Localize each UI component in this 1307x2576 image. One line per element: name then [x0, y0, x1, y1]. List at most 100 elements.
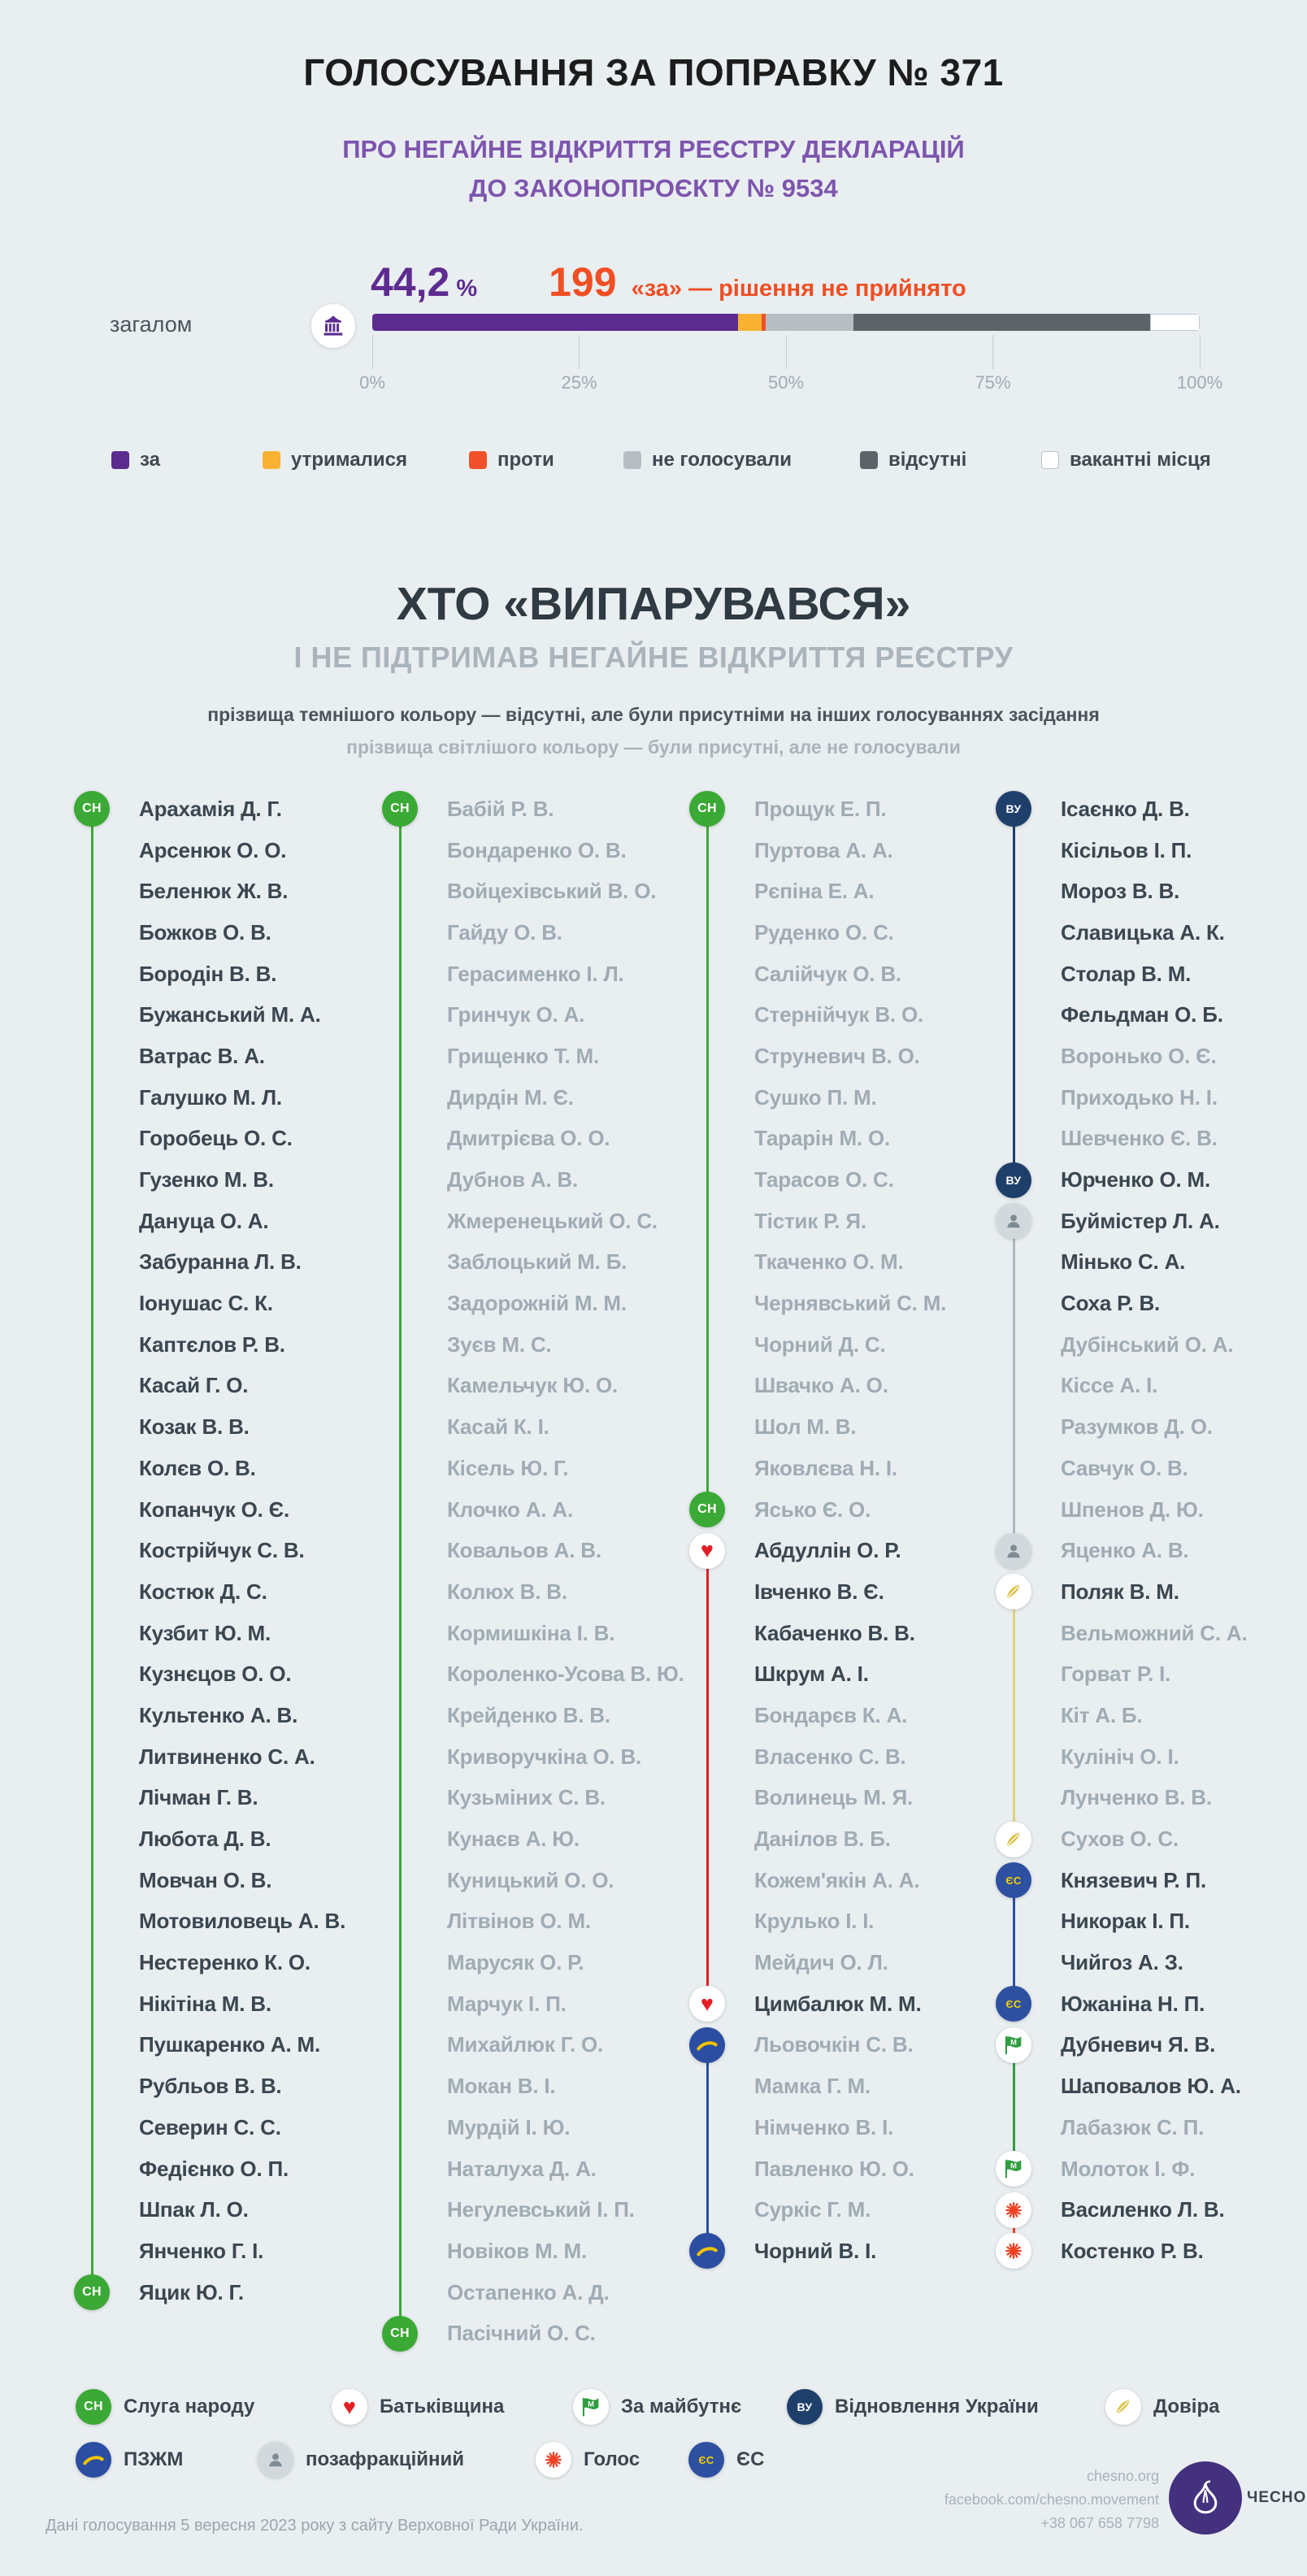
mp-name: Швачко А. О. — [754, 1373, 888, 1398]
mp-row: Мейдич О. Л. — [689, 1942, 997, 1983]
mp-name: Новіков М. М. — [447, 2238, 588, 2263]
mp-row: ВУ Юрченко О. М. — [996, 1159, 1303, 1201]
percent-for-unit: % — [456, 276, 478, 302]
mp-name: Касай К. І. — [447, 1414, 549, 1440]
mp-row: Чорний Д. С. — [689, 1324, 997, 1366]
legend-swatch — [1041, 451, 1059, 469]
sn-abbr: СН — [390, 801, 410, 816]
percent-for-value: 44,2 — [371, 259, 450, 305]
mp-name: Івченко В. Є. — [754, 1579, 884, 1604]
mp-name: Тарарін М. О. — [754, 1126, 891, 1151]
dovira-party-icon — [996, 1821, 1031, 1857]
bar-segment-утрималися — [737, 314, 762, 331]
mp-name: Яценко А. В. — [1061, 1538, 1189, 1563]
axis-tick-line — [371, 335, 373, 369]
mp-row: Кулініч О. І. — [996, 1736, 1303, 1778]
mp-name: Бородін В. В. — [139, 961, 277, 986]
party-line-batkiv — [706, 1550, 709, 2005]
mp-name: Поляк В. М. — [1061, 1579, 1179, 1604]
phone-text: +38 067 658 7798 — [1040, 2515, 1159, 2531]
vu-party-icon: ВУ — [996, 1162, 1031, 1198]
legend-label: утрималися — [291, 449, 407, 471]
mp-row: Колюх В. В. — [382, 1571, 689, 1613]
mp-row: Божков О. В. — [74, 912, 381, 954]
mp-name: Беленюк Ж. В. — [139, 879, 289, 904]
mp-row: Федієнко О. П. — [74, 2148, 381, 2190]
mp-row: Наталуха Д. А. — [382, 2148, 689, 2190]
mp-row: Никорак І. П. — [996, 1901, 1303, 1943]
mp-name: Ковальов А. В. — [447, 1538, 601, 1563]
mp-row: Мінько С. А. — [996, 1242, 1303, 1284]
party-legend-label: ЄС — [736, 2448, 765, 2470]
mp-name: Молоток І. Ф. — [1061, 2156, 1196, 2181]
mp-row: Горват Р. І. — [996, 1653, 1303, 1695]
mp-name: Дануца О. А. — [139, 1208, 269, 1233]
facebook-text: facebook.com/chesno.movement — [944, 2491, 1159, 2508]
mp-name: Іонушас С. К. — [139, 1291, 273, 1316]
mp-name: Герасименко І. Л. — [447, 961, 624, 986]
mp-name: Воронько О. Є. — [1061, 1043, 1217, 1068]
vote-legend-item-4: не голосували — [623, 449, 792, 471]
bar-segment-відсутні — [853, 314, 1150, 331]
mp-name: Кулініч О. І. — [1061, 1744, 1179, 1769]
mp-name: Стернійчук В. О. — [754, 1002, 924, 1027]
mp-name: Літвінов О. М. — [447, 1909, 591, 1934]
mp-row: Беленюк Ж. В. — [74, 871, 381, 912]
mp-row: Данілов В. Б. — [689, 1818, 997, 1860]
svg-text:М: М — [588, 2400, 594, 2408]
sn-party-icon: СН — [689, 1492, 725, 1528]
mp-row: Крулько І. І. — [689, 1901, 997, 1943]
sn-party-icon: СН — [382, 791, 418, 828]
mp-name: Бабій Р. В. — [447, 796, 554, 821]
mp-row: Задорожній М. М. — [382, 1283, 689, 1324]
mp-row: Бондарєв К. А. — [689, 1695, 997, 1736]
party-line-sn — [398, 809, 402, 2335]
mp-row: Кунаєв А. Ю. — [382, 1818, 689, 1860]
mp-name: Фельдман О. Б. — [1061, 1002, 1223, 1027]
mp-name: Шпак Л. О. — [139, 2197, 249, 2222]
mp-row: Кісель Ю. Г. — [382, 1448, 689, 1489]
mp-name: Жмеренецький О. С. — [447, 1208, 658, 1233]
mp-name: Кіт А. Б. — [1061, 1702, 1143, 1727]
axis-tick-label: 0% — [359, 372, 385, 393]
mp-row: Гузенко М. В. — [74, 1159, 381, 1201]
vote-stats: 44,2 % 199 «за» — рішення не прийнято — [371, 258, 966, 306]
mp-name: Федієнко О. П. — [139, 2156, 289, 2181]
mp-row: Войцехівський В. О. — [382, 871, 689, 912]
axis-tick-line — [579, 335, 580, 369]
axis-tick-label: 25% — [561, 372, 597, 393]
mp-row: Швачко А. О. — [689, 1366, 997, 1407]
es-party-icon: ЄС — [996, 1862, 1031, 1899]
mp-column-2: СН Бабій Р. В. Бондаренко О. В. Войцехівськ… — [382, 788, 689, 2354]
mp-row: Кіссе А. І. — [996, 1366, 1303, 1407]
mp-row: Северин С. С. — [74, 2107, 381, 2148]
es-abbr: ЄС — [1005, 1874, 1022, 1887]
bar-segment-не-голосували — [765, 314, 854, 331]
sn-abbr: СН — [697, 1502, 717, 1517]
mp-row: Лічман Г. В. — [74, 1778, 381, 1819]
mp-name: Мовчан О. В. — [139, 1867, 272, 1892]
feather-glyph — [1005, 1584, 1022, 1600]
mp-name: Мамка Г. М. — [754, 2074, 871, 2099]
party-legend-item-es: ЄС ЄС — [688, 2442, 764, 2478]
zm-party-icon: М — [996, 2026, 1031, 2063]
mp-row: Василенко Л. В. — [996, 2189, 1303, 2231]
mp-name: Павленко Ю. О. — [754, 2156, 914, 2181]
party-line-pzzhm — [706, 2045, 709, 2252]
section-subtitle: І НЕ ПІДТРИМАВ НЕГАЙНЕ ВІДКРИТТЯ РЕЄСТРУ — [293, 641, 1014, 674]
mp-row: Рєпіна Е. А. — [689, 871, 997, 912]
party-legend-label: Довіра — [1153, 2396, 1220, 2417]
mp-row: Власенко С. В. — [689, 1736, 997, 1778]
mp-name: Ватрас В. А. — [139, 1043, 265, 1068]
mp-row: Новіков М. М. — [382, 2231, 689, 2272]
mp-name: Гайду О. В. — [447, 919, 562, 945]
swoosh-glyph — [697, 2041, 718, 2051]
mp-row: Савчук О. В. — [996, 1448, 1303, 1489]
mp-name: Дирдін М. Є. — [447, 1084, 574, 1110]
mp-name: Данілов В. Б. — [754, 1827, 891, 1852]
legend-swatch — [263, 451, 280, 469]
mp-row: Вельможний С. А. — [996, 1613, 1303, 1654]
vote-legend-item-6: вакантні місця — [1041, 449, 1211, 471]
mp-name: Бондарєв К. А. — [754, 1702, 908, 1727]
mp-name: Бужанський М. А. — [139, 1002, 321, 1027]
